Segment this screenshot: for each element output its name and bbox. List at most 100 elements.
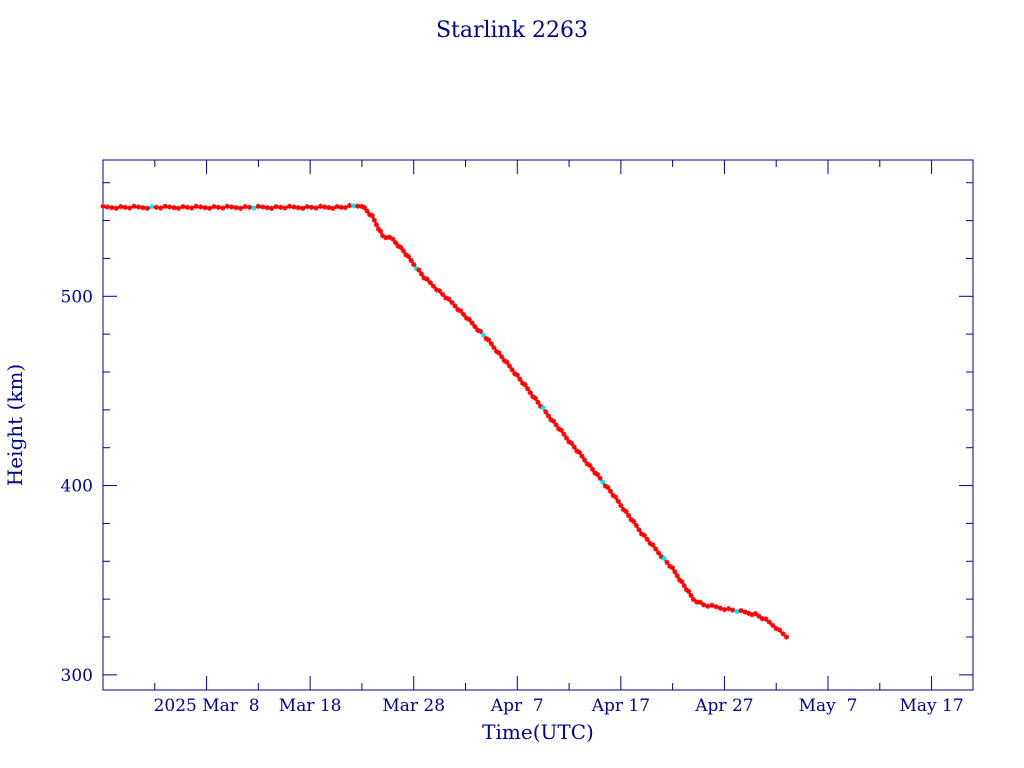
data-marker — [123, 205, 128, 210]
data-marker — [579, 454, 584, 459]
data-marker — [613, 495, 618, 500]
data-marker — [185, 205, 190, 210]
data-marker — [572, 444, 577, 449]
highlight-marker — [149, 204, 154, 209]
data-marker — [287, 204, 292, 209]
data-marker — [225, 204, 230, 209]
data-marker — [229, 204, 234, 209]
data-marker — [559, 428, 564, 433]
data-marker — [282, 205, 287, 210]
data-marker — [171, 205, 176, 210]
x-tick-label: Apr 7 — [490, 696, 544, 716]
data-marker — [365, 209, 370, 214]
data-marker — [650, 542, 655, 547]
y-tick-labels: 300 400 500 — [61, 287, 93, 686]
data-marker — [216, 205, 221, 210]
data-marker — [372, 218, 377, 223]
x-tick-label: Apr 17 — [591, 696, 650, 716]
data-marker — [564, 435, 569, 440]
data-marker — [608, 489, 613, 494]
data-marker — [722, 607, 727, 612]
data-marker — [618, 503, 623, 508]
x-axis-label: Time(UTC) — [482, 720, 594, 744]
data-marker — [278, 205, 283, 210]
data-marker — [409, 258, 414, 263]
highlight-marker — [251, 205, 256, 210]
x-tick-label: May 17 — [899, 696, 963, 716]
data-marker — [401, 248, 406, 253]
data-marker — [533, 396, 538, 401]
data-marker — [374, 222, 379, 227]
data-marker — [510, 367, 515, 372]
data-marker — [546, 413, 551, 418]
data-marker — [582, 457, 587, 462]
data-marker — [180, 204, 185, 209]
data-marker — [109, 205, 114, 210]
data-marker — [522, 382, 527, 387]
data-marker — [305, 204, 310, 209]
x-tick-label: Mar 18 — [279, 696, 342, 716]
data-marker — [100, 204, 105, 209]
data-marker — [664, 560, 669, 565]
data-marker — [265, 205, 270, 210]
data-marker — [525, 386, 530, 391]
data-marker — [507, 363, 512, 368]
data-marker — [291, 204, 296, 209]
data-marker — [220, 205, 225, 210]
data-marker — [163, 204, 168, 209]
x-tick-label: May 7 — [799, 696, 858, 716]
data-marker — [207, 206, 212, 211]
data-marker — [777, 627, 782, 632]
data-marker — [322, 204, 327, 209]
axis-ticks — [103, 160, 973, 690]
data-marker — [543, 409, 548, 414]
chart-title: Starlink 2263 — [436, 18, 588, 43]
data-marker — [499, 354, 504, 359]
data-marker — [634, 523, 639, 528]
highlight-marker — [662, 556, 667, 561]
data-marker — [504, 360, 509, 365]
y-tick-label: 400 — [61, 477, 93, 497]
data-marker — [318, 204, 323, 209]
data-marker — [561, 432, 566, 437]
data-marker — [296, 205, 301, 210]
data-marker — [569, 441, 574, 446]
data-marker — [256, 204, 261, 209]
data-marker — [416, 267, 421, 272]
data-marker — [167, 204, 172, 209]
highlight-marker — [541, 405, 546, 410]
data-marker — [140, 205, 145, 210]
data-marker — [127, 205, 132, 210]
data-marker — [645, 537, 650, 542]
data-marker — [274, 204, 279, 209]
x-tick-label: 2025 Mar 8 — [154, 696, 260, 716]
data-marker — [605, 485, 610, 490]
data-marker — [656, 550, 661, 555]
data-marker — [202, 205, 207, 210]
data-marker — [260, 204, 265, 209]
data-marker — [705, 604, 710, 609]
data-marker — [189, 205, 194, 210]
data-marker — [269, 206, 274, 211]
y-tick-label: 300 — [61, 666, 93, 686]
data-marker — [118, 204, 123, 209]
data-marker — [105, 204, 110, 209]
data-marker — [158, 205, 163, 210]
data-marker — [598, 476, 603, 481]
data-marker — [313, 205, 318, 210]
data-marker — [419, 271, 424, 276]
data-marker — [247, 205, 252, 210]
data-marker — [577, 450, 582, 455]
plot-frame — [103, 160, 973, 690]
data-marker — [554, 422, 559, 427]
data-marker — [242, 204, 247, 209]
data-marker — [136, 204, 141, 209]
series-line — [103, 205, 787, 637]
x-tick-label: Apr 27 — [694, 696, 753, 716]
data-marker — [390, 237, 395, 242]
data-marker — [211, 204, 216, 209]
data-marker — [623, 509, 628, 514]
y-tick-label: 500 — [61, 287, 93, 307]
data-marker — [626, 513, 631, 518]
